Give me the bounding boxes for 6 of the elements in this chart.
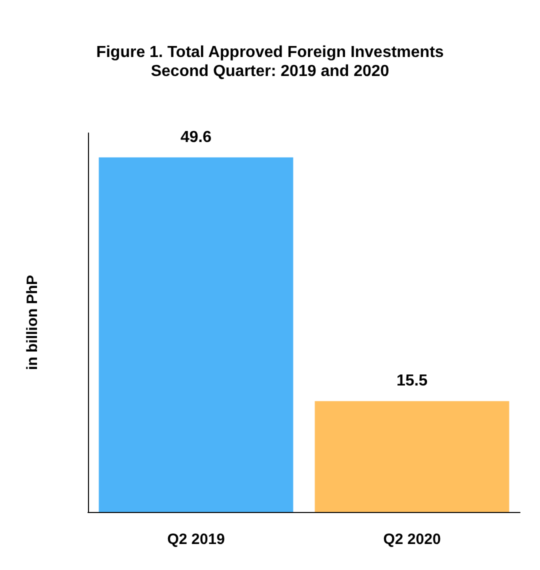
data-label: 15.5 xyxy=(396,372,428,390)
chart-title: Figure 1. Total Approved Foreign Investments Second Quarter: 2019 and 2020 xyxy=(96,44,444,80)
x-tick-label: Q2 2019 xyxy=(167,531,225,548)
y-axis-title: in billion PhP xyxy=(24,275,41,370)
data-label: 49.6 xyxy=(180,128,212,146)
x-tick-label: Q2 2020 xyxy=(383,531,441,548)
